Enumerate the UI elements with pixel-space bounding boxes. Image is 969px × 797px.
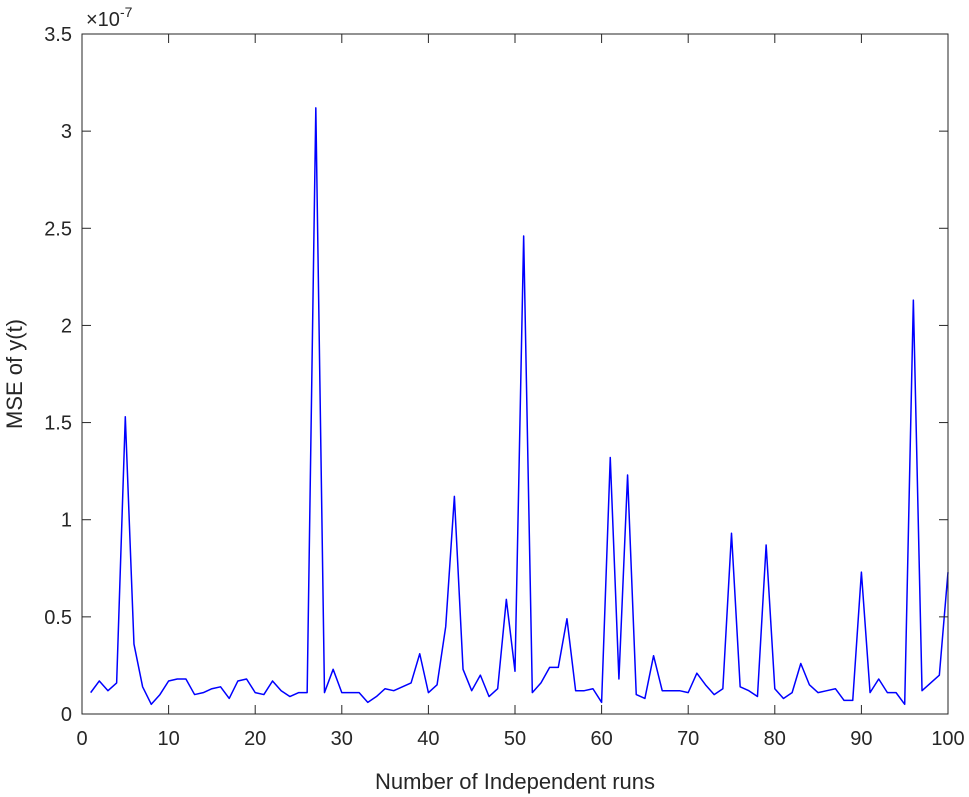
x-tick-label: 80 bbox=[764, 728, 786, 750]
y-tick-label: 0 bbox=[61, 704, 72, 726]
x-tick-label: 70 bbox=[677, 728, 699, 750]
x-tick-label: 60 bbox=[590, 728, 612, 750]
y-exponent-label: ×10-7 bbox=[86, 4, 133, 31]
y-exponent-multiplier: ×10 bbox=[86, 9, 120, 31]
x-tick-label: 10 bbox=[157, 728, 179, 750]
y-tick-label: 3 bbox=[61, 121, 72, 143]
y-axis-label: MSE of y(t) bbox=[2, 319, 27, 429]
x-axis-ticks: 0 10 20 30 40 50 60 70 80 90 100 bbox=[76, 34, 965, 750]
y-tick-label: 2.5 bbox=[44, 218, 72, 240]
x-tick-label: 90 bbox=[850, 728, 872, 750]
y-axis-ticks: 0 0.5 1 1.5 2 2.5 3 3.5 bbox=[44, 24, 948, 726]
y-exponent-power: -7 bbox=[120, 4, 133, 20]
y-tick-label: 1.5 bbox=[44, 413, 72, 435]
x-axis-label: Number of Independent runs bbox=[375, 769, 655, 794]
x-tick-label: 100 bbox=[931, 728, 964, 750]
x-tick-label: 30 bbox=[331, 728, 353, 750]
plot-area bbox=[82, 34, 948, 714]
series-line bbox=[90, 107, 949, 706]
x-tick-label: 20 bbox=[244, 728, 266, 750]
series-group bbox=[90, 107, 949, 706]
y-tick-label: 1 bbox=[61, 510, 72, 532]
y-tick-label: 0.5 bbox=[44, 607, 72, 629]
y-tick-label: 3.5 bbox=[44, 24, 72, 46]
y-tick-label: 2 bbox=[61, 315, 72, 337]
x-tick-label: 40 bbox=[417, 728, 439, 750]
x-tick-label: 0 bbox=[76, 728, 87, 750]
x-tick-label: 50 bbox=[504, 728, 526, 750]
